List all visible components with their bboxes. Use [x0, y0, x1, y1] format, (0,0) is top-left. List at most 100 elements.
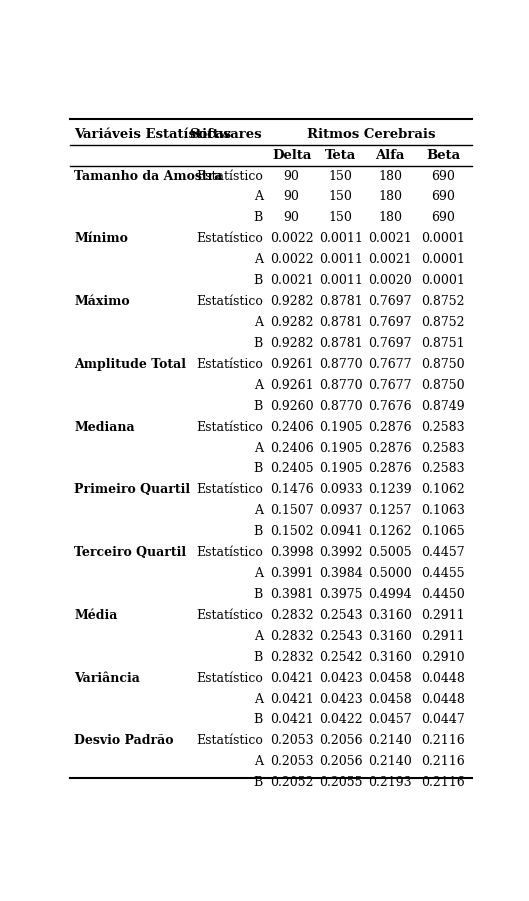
- Text: 0.8770: 0.8770: [319, 378, 362, 392]
- Text: 0.2193: 0.2193: [368, 777, 412, 789]
- Text: Delta: Delta: [272, 149, 311, 161]
- Text: 0.4457: 0.4457: [422, 546, 465, 560]
- Text: 0.0011: 0.0011: [319, 232, 363, 245]
- Text: 90: 90: [284, 212, 299, 224]
- Text: 0.2583: 0.2583: [422, 421, 465, 433]
- Text: 0.0020: 0.0020: [368, 274, 412, 287]
- Text: 0.3984: 0.3984: [319, 567, 363, 580]
- Text: 0.2876: 0.2876: [368, 441, 412, 454]
- Text: 0.2405: 0.2405: [270, 462, 313, 476]
- Text: 150: 150: [329, 169, 353, 183]
- Text: 0.7697: 0.7697: [368, 337, 412, 350]
- Text: 0.8749: 0.8749: [422, 400, 465, 413]
- Text: A: A: [254, 378, 263, 392]
- Text: 0.2583: 0.2583: [422, 462, 465, 476]
- Text: 0.2543: 0.2543: [319, 609, 362, 622]
- Text: 0.5000: 0.5000: [368, 567, 412, 580]
- Text: 0.0448: 0.0448: [422, 671, 465, 685]
- Text: 0.9282: 0.9282: [270, 295, 313, 308]
- Text: 0.2542: 0.2542: [319, 651, 362, 664]
- Text: 0.8770: 0.8770: [319, 400, 362, 413]
- Text: 0.2406: 0.2406: [270, 421, 314, 433]
- Text: Estatístico: Estatístico: [196, 671, 263, 685]
- Text: 0.1905: 0.1905: [319, 441, 362, 454]
- Text: B: B: [254, 212, 263, 224]
- Text: Estatístico: Estatístico: [196, 421, 263, 433]
- Text: B: B: [254, 462, 263, 476]
- Text: 0.0011: 0.0011: [319, 274, 363, 287]
- Text: 0.3160: 0.3160: [368, 609, 412, 622]
- Text: 0.2832: 0.2832: [270, 630, 313, 642]
- Text: 0.2583: 0.2583: [422, 441, 465, 454]
- Text: 0.9260: 0.9260: [270, 400, 313, 413]
- Text: 0.3160: 0.3160: [368, 630, 412, 642]
- Text: Estatístico: Estatístico: [196, 295, 263, 308]
- Text: 0.0458: 0.0458: [368, 693, 412, 705]
- Text: 0.9282: 0.9282: [270, 316, 313, 329]
- Text: 0.8752: 0.8752: [422, 316, 465, 329]
- Text: Máximo: Máximo: [74, 295, 130, 308]
- Text: 0.0001: 0.0001: [422, 253, 465, 266]
- Text: 0.0941: 0.0941: [319, 525, 363, 538]
- Text: 0.0458: 0.0458: [368, 671, 412, 685]
- Text: B: B: [254, 525, 263, 538]
- Text: 0.2053: 0.2053: [270, 734, 313, 748]
- Text: 0.8751: 0.8751: [422, 337, 465, 350]
- Text: 0.8781: 0.8781: [319, 295, 363, 308]
- Text: 0.0421: 0.0421: [270, 693, 314, 705]
- Text: A: A: [254, 630, 263, 642]
- Text: 0.2543: 0.2543: [319, 630, 362, 642]
- Text: 0.9282: 0.9282: [270, 337, 313, 350]
- Text: 0.2116: 0.2116: [422, 755, 465, 769]
- Text: 0.8752: 0.8752: [422, 295, 465, 308]
- Text: 0.0448: 0.0448: [422, 693, 465, 705]
- Text: A: A: [254, 316, 263, 329]
- Text: 0.1905: 0.1905: [319, 462, 362, 476]
- Text: A: A: [254, 441, 263, 454]
- Text: A: A: [254, 567, 263, 580]
- Text: 0.1065: 0.1065: [422, 525, 465, 538]
- Text: 0.2876: 0.2876: [368, 421, 412, 433]
- Text: 0.7677: 0.7677: [368, 358, 412, 371]
- Text: 0.1062: 0.1062: [422, 483, 465, 496]
- Text: Variáveis Estatísticas: Variáveis Estatísticas: [74, 128, 232, 141]
- Text: 690: 690: [431, 169, 455, 183]
- Text: 0.3991: 0.3991: [270, 567, 313, 580]
- Text: Estatístico: Estatístico: [196, 734, 263, 748]
- Text: 0.3981: 0.3981: [270, 588, 314, 601]
- Text: 0.2876: 0.2876: [368, 462, 412, 476]
- Text: Mediana: Mediana: [74, 421, 135, 433]
- Text: 150: 150: [329, 190, 353, 204]
- Text: 0.0421: 0.0421: [270, 714, 314, 726]
- Text: Estatístico: Estatístico: [196, 169, 263, 183]
- Text: 0.2910: 0.2910: [422, 651, 465, 664]
- Text: B: B: [254, 274, 263, 287]
- Text: 0.4994: 0.4994: [368, 588, 412, 601]
- Text: 0.7697: 0.7697: [368, 316, 412, 329]
- Text: B: B: [254, 400, 263, 413]
- Text: 0.0447: 0.0447: [422, 714, 465, 726]
- Text: 0.4450: 0.4450: [422, 588, 465, 601]
- Text: 0.0423: 0.0423: [319, 671, 363, 685]
- Text: 0.2140: 0.2140: [368, 734, 412, 748]
- Text: 0.2055: 0.2055: [319, 777, 362, 789]
- Text: 0.1262: 0.1262: [368, 525, 412, 538]
- Text: 0.8781: 0.8781: [319, 316, 363, 329]
- Text: 0.1063: 0.1063: [422, 505, 465, 517]
- Text: 0.0021: 0.0021: [270, 274, 314, 287]
- Text: 90: 90: [284, 169, 299, 183]
- Text: 0.0933: 0.0933: [319, 483, 363, 496]
- Text: Estatístico: Estatístico: [196, 483, 263, 496]
- Text: Ritmos Cerebrais: Ritmos Cerebrais: [307, 128, 436, 141]
- Text: 90: 90: [284, 190, 299, 204]
- Text: 0.2052: 0.2052: [270, 777, 313, 789]
- Text: 690: 690: [431, 190, 455, 204]
- Text: 150: 150: [329, 212, 353, 224]
- Text: A: A: [254, 755, 263, 769]
- Text: 0.1502: 0.1502: [270, 525, 313, 538]
- Text: 180: 180: [378, 169, 402, 183]
- Text: A: A: [254, 253, 263, 266]
- Text: 0.0011: 0.0011: [319, 253, 363, 266]
- Text: 0.2116: 0.2116: [422, 734, 465, 748]
- Text: B: B: [254, 777, 263, 789]
